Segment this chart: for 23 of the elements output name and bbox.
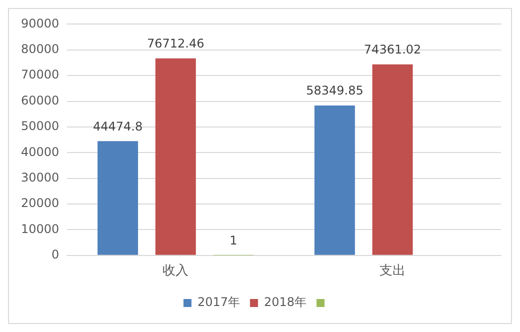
x-tick-label: 支出 <box>380 264 406 279</box>
data-label: 76712.46 <box>147 36 204 50</box>
bar <box>314 106 355 255</box>
y-tick-label: 70000 <box>20 68 60 82</box>
y-tick-label: 40000 <box>20 144 60 159</box>
bar <box>372 64 413 255</box>
data-label: 1 <box>230 234 238 248</box>
x-tick-label: 收入 <box>162 264 189 279</box>
data-label: 58349.85 <box>306 84 364 98</box>
data-label: 44474.8 <box>92 119 143 134</box>
y-tick-label: 30000 <box>20 170 60 184</box>
y-tick-label: 90000 <box>20 16 60 30</box>
data-label: 74361.02 <box>364 42 422 56</box>
y-tick-label: 50000 <box>20 119 60 134</box>
bar <box>155 58 196 255</box>
y-tick-label: 0 <box>52 248 60 262</box>
legend-label: 2018年 <box>264 295 307 310</box>
y-tick-label: 60000 <box>20 93 60 108</box>
y-tick-label: 10000 <box>20 222 60 236</box>
legend-label: 2017年 <box>197 295 240 310</box>
y-tick-label: 80000 <box>20 42 60 56</box>
bar <box>98 141 138 255</box>
y-tick-label: 20000 <box>20 196 60 210</box>
